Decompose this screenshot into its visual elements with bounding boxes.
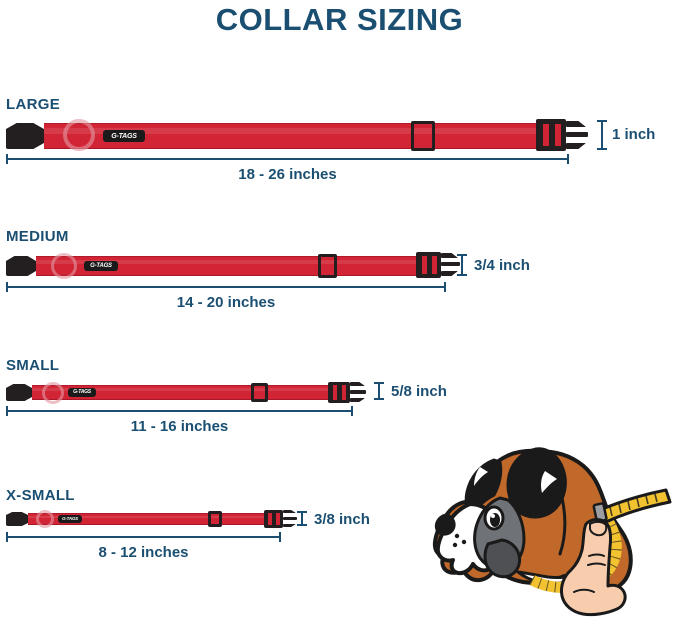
brand-tag: G-TAGS — [68, 388, 96, 397]
length-dimension-small — [6, 406, 353, 416]
buckle-prong-mid — [350, 390, 366, 394]
strap-slider — [208, 511, 222, 527]
male-buckle — [536, 119, 588, 151]
width-marker-medium — [457, 254, 467, 276]
width-label-medium: 3/4 inch — [474, 257, 530, 274]
width-marker-small — [374, 382, 384, 400]
width-marker-large — [597, 120, 607, 150]
buckle-prong-bottom — [441, 271, 458, 276]
brand-tag: G-TAGS — [84, 261, 118, 271]
female-buckle — [6, 256, 36, 276]
strap-slider — [318, 254, 337, 278]
size-label-small: SMALL — [6, 357, 60, 374]
length-label-xsmall: 8 - 12 inches — [98, 544, 189, 561]
dog-measuring-illustration — [414, 432, 676, 636]
width-label-small: 5/8 inch — [391, 383, 447, 400]
buckle-prong-bottom — [350, 398, 365, 402]
length-dimension-xsmall — [6, 532, 281, 542]
strap-slider — [251, 383, 268, 402]
width-label-xsmall: 3/8 inch — [314, 511, 370, 528]
female-buckle — [6, 123, 44, 149]
width-marker-xsmall — [297, 511, 307, 526]
size-label-xsmall: X-SMALL — [6, 487, 75, 504]
buckle-prong-top — [441, 253, 458, 258]
size-row-xsmall: X-SMALL G-TAGS 3/8 inch — [0, 487, 679, 577]
strap-slider — [411, 121, 435, 151]
hand-holding-tape — [560, 518, 627, 617]
page-title: COLLAR SIZING — [215, 2, 464, 37]
male-buckle — [416, 252, 460, 278]
male-buckle — [264, 510, 297, 528]
size-label-large: LARGE — [6, 96, 60, 113]
d-ring — [51, 253, 77, 279]
female-buckle — [6, 384, 32, 401]
size-label-medium: MEDIUM — [6, 228, 69, 245]
d-ring — [42, 382, 64, 404]
collar-large: G-TAGS — [6, 117, 588, 153]
buckle-prong-mid — [566, 132, 588, 137]
female-buckle — [6, 512, 28, 526]
size-row-large: LARGE G-TAGS — [0, 96, 679, 196]
collar-strap — [20, 513, 278, 525]
brand-tag: G-TAGS — [58, 515, 82, 523]
collar-strap — [22, 385, 345, 400]
length-dimension-large — [6, 154, 569, 164]
collar-strap — [24, 256, 436, 276]
d-ring — [63, 119, 95, 151]
collar-medium: G-TAGS — [6, 250, 461, 280]
d-ring — [36, 510, 54, 528]
length-label-small: 11 - 16 inches — [130, 418, 229, 435]
collar-xsmall: G-TAGS — [6, 508, 297, 530]
male-buckle — [328, 382, 366, 403]
size-row-medium: MEDIUM G-TAGS 3/4 inch — [0, 228, 679, 328]
buckle-prong-mid — [441, 262, 460, 266]
length-label-large: 18 - 26 inches — [238, 166, 337, 183]
buckle-prong-bottom — [283, 524, 296, 527]
buckle-prong-top — [350, 382, 365, 386]
buckle-prong-top — [283, 510, 296, 513]
size-row-small: SMALL G-TAGS 5/8 inch — [0, 357, 679, 452]
length-dimension-medium — [6, 282, 446, 292]
length-label-medium: 14 - 20 inches — [176, 294, 276, 311]
width-label-large: 1 inch — [612, 126, 656, 143]
buckle-prong-top — [566, 121, 586, 127]
buckle-prong-mid — [283, 517, 297, 520]
collar-small: G-TAGS — [6, 379, 366, 405]
buckle-prong-bottom — [566, 143, 586, 149]
brand-tag: G-TAGS — [103, 130, 145, 142]
